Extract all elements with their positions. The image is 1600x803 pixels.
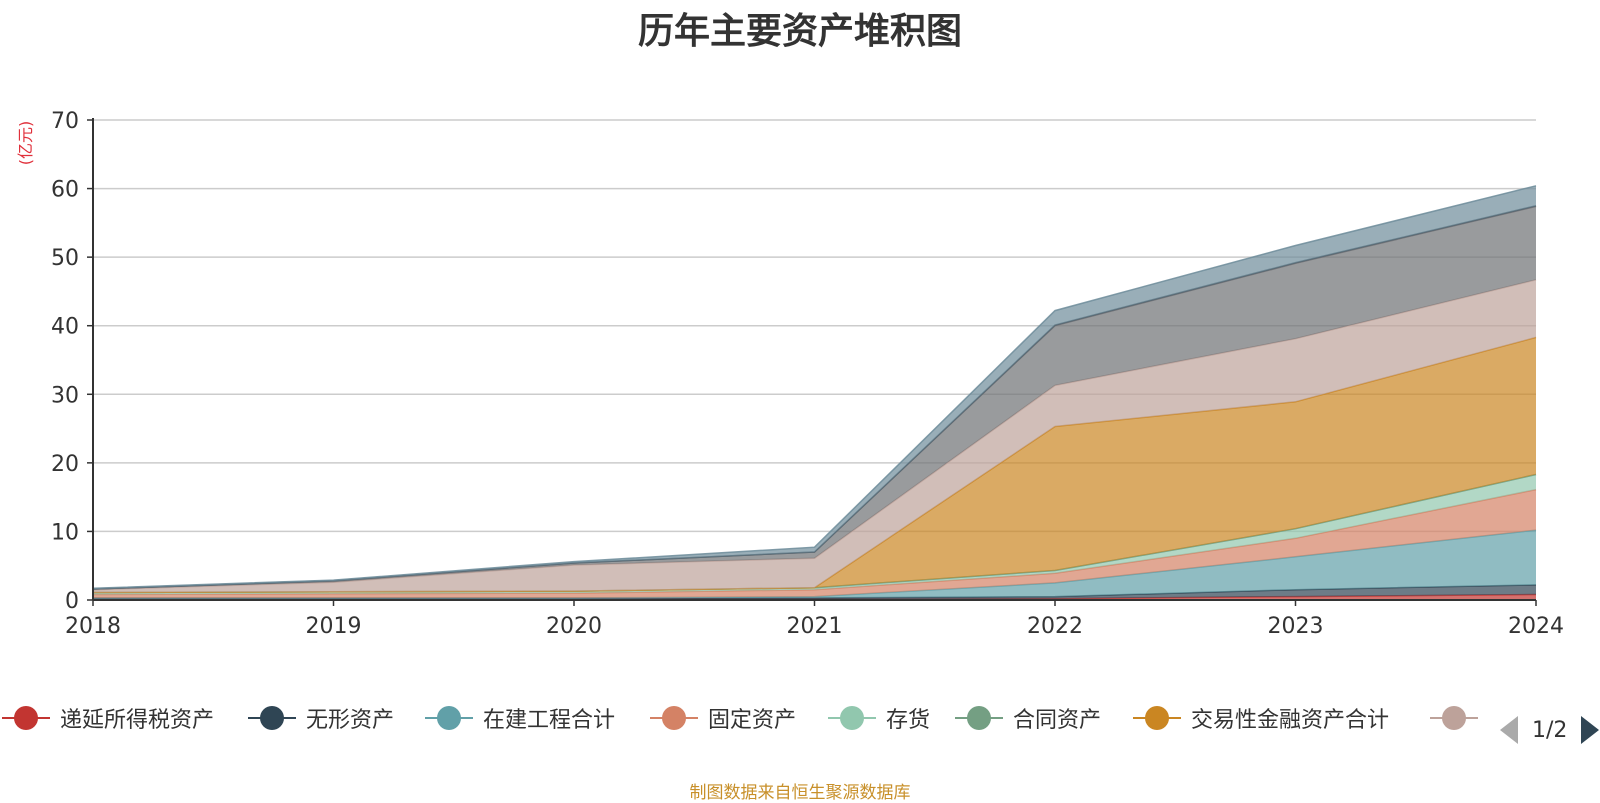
x-tick-label: 2021 bbox=[787, 614, 843, 639]
y-tick-label: 10 bbox=[51, 520, 79, 545]
legend-label: 存货 bbox=[886, 708, 931, 733]
legend-label: 交易性金融资产合计 bbox=[1191, 708, 1390, 733]
stacked-area-chart: (亿元) 0 10 20 30 40 50 60 70 2018 2019 2020 2021 2022… bbox=[16, 109, 1564, 639]
data-source-note: 制图数据来自恒生聚源数据库 bbox=[689, 783, 911, 803]
legend-item[interactable]: 递延所得税资产 bbox=[2, 702, 214, 734]
area-series-3 bbox=[93, 530, 1536, 598]
legend-prev-icon[interactable] bbox=[1500, 716, 1518, 744]
y-axis-unit-label: (亿元) bbox=[16, 121, 35, 166]
area-line-11 bbox=[92, 185, 1537, 590]
legend-label: 在建工程合计 bbox=[483, 708, 616, 733]
y-tick-label: 0 bbox=[65, 589, 79, 614]
legend-marker-icon bbox=[248, 702, 296, 734]
legend-item[interactable]: 交易性金融资产合计 bbox=[1133, 702, 1389, 734]
area-series-7 bbox=[93, 337, 1536, 593]
legend-item[interactable]: 存货 bbox=[828, 702, 930, 734]
legend-label: 递延所得税资产 bbox=[60, 708, 215, 733]
legend-label: 合同资产 bbox=[1013, 708, 1102, 733]
y-tick-label: 30 bbox=[51, 383, 79, 408]
x-tick-label: 2023 bbox=[1268, 614, 1324, 639]
legend-item[interactable]: 无形资产 bbox=[248, 702, 394, 734]
x-tick-label: 2019 bbox=[306, 614, 362, 639]
x-tick-label: 2020 bbox=[546, 614, 602, 639]
y-tick-label: 20 bbox=[51, 452, 79, 477]
legend-marker-icon bbox=[425, 702, 473, 734]
legend-label: 固定资产 bbox=[708, 708, 797, 733]
x-tick-label: 2024 bbox=[1508, 614, 1564, 639]
legend-pager: 1/2 bbox=[1500, 716, 1600, 744]
legend-marker-icon bbox=[1133, 702, 1181, 734]
y-tick-label: 50 bbox=[51, 246, 79, 271]
legend-item[interactable]: 在建工程合计 bbox=[425, 702, 615, 734]
area-series-2 bbox=[93, 584, 1536, 600]
legend-next-icon[interactable] bbox=[1581, 716, 1600, 744]
legend-item[interactable] bbox=[1430, 702, 1478, 734]
legend-marker-icon bbox=[2, 702, 50, 734]
chart-title: 历年主要资产堆积图 bbox=[637, 11, 962, 52]
legend-marker-icon bbox=[828, 702, 876, 734]
y-tick-label: 70 bbox=[51, 109, 79, 134]
y-tick-label: 60 bbox=[51, 178, 79, 203]
legend-item[interactable]: 合同资产 bbox=[955, 702, 1101, 734]
legend-label: 无形资产 bbox=[306, 708, 395, 733]
legend-marker-icon bbox=[650, 702, 698, 734]
chart-legend: 递延所得税资产 无形资产 在建工程合计 固定资产 存货 合同资产 交易性金融资产合计 bbox=[0, 702, 1600, 734]
area-series-11 bbox=[93, 185, 1536, 590]
x-tick-label: 2022 bbox=[1027, 614, 1083, 639]
x-tick-label: 2018 bbox=[65, 614, 121, 639]
y-tick-label: 40 bbox=[51, 315, 79, 340]
area-series-1 bbox=[93, 594, 1536, 600]
legend-item[interactable]: 固定资产 bbox=[650, 702, 796, 734]
legend-marker-icon bbox=[1430, 702, 1478, 734]
legend-page-indicator: 1/2 bbox=[1532, 717, 1568, 743]
legend-marker-icon bbox=[955, 702, 1003, 734]
area-series-9 bbox=[93, 206, 1536, 590]
